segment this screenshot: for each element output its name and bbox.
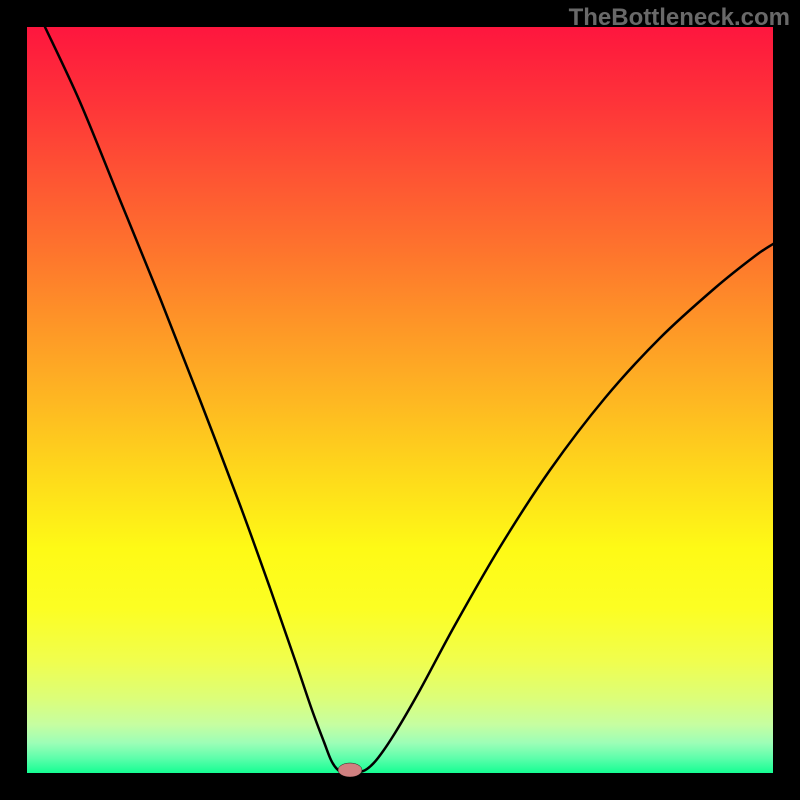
plot-area: [27, 27, 773, 773]
optimal-point-marker: [338, 763, 362, 777]
chart-container: TheBottleneck.com: [0, 0, 800, 800]
bottleneck-chart: [0, 0, 800, 800]
